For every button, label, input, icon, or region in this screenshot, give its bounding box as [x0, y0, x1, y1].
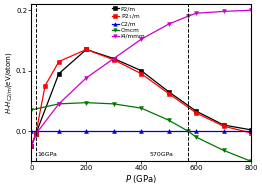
Y-axis label: $H$-$H_\mathrm{C2/m}$(eV/atom): $H$-$H_\mathrm{C2/m}$(eV/atom) [4, 51, 15, 114]
P2$_1$/m [43, 85, 47, 87]
P2/m [167, 91, 170, 93]
Text: 16GPa: 16GPa [37, 152, 57, 156]
P2$_1$/m [249, 132, 253, 134]
P2/m [222, 124, 225, 126]
P2/m [85, 48, 88, 51]
P2$_1$/m [195, 112, 198, 114]
Cmcm [222, 149, 225, 152]
I4/mmm [249, 9, 253, 11]
I4/mmm [222, 10, 225, 12]
P2/m [249, 129, 253, 131]
Legend: P2/m, P2$_1$/m, C2/m, Cmcm, I4/mmm: P2/m, P2$_1$/m, C2/m, Cmcm, I4/mmm [111, 5, 146, 39]
Line: I4/mmm: I4/mmm [29, 8, 253, 148]
P2/m [195, 110, 198, 112]
Line: P2$_1$/m: P2$_1$/m [29, 48, 253, 148]
I4/mmm [30, 145, 33, 147]
P2$_1$/m [140, 73, 143, 75]
I4/mmm [186, 15, 189, 17]
P2/m [57, 73, 61, 75]
I4/mmm [85, 77, 88, 79]
I4/mmm [34, 133, 37, 135]
P2/m [112, 57, 115, 60]
I4/mmm [140, 38, 143, 40]
C2/m [195, 130, 198, 132]
C2/m [222, 130, 225, 132]
C2/m [85, 130, 88, 132]
P2$_1$/m [30, 145, 33, 147]
I4/mmm [167, 23, 170, 25]
C2/m [112, 130, 115, 132]
Cmcm [167, 119, 170, 121]
Cmcm [57, 103, 61, 105]
C2/m [140, 130, 143, 132]
P2/m [30, 145, 33, 147]
Cmcm [85, 101, 88, 104]
C2/m [167, 130, 170, 132]
Cmcm [186, 130, 189, 132]
I4/mmm [57, 103, 61, 105]
P2$_1$/m [222, 125, 225, 127]
P2/m [34, 133, 37, 135]
Cmcm [140, 107, 143, 109]
P2/m [140, 70, 143, 72]
Text: 570GPa: 570GPa [149, 152, 173, 156]
I4/mmm [195, 12, 198, 14]
Line: P2/m: P2/m [29, 48, 253, 148]
C2/m [57, 130, 61, 132]
P2$_1$/m [85, 48, 88, 51]
P2$_1$/m [167, 92, 170, 95]
I4/mmm [112, 57, 115, 60]
Line: Cmcm: Cmcm [29, 101, 253, 163]
C2/m [30, 130, 33, 132]
C2/m [249, 130, 253, 132]
P2$_1$/m [34, 133, 37, 135]
Cmcm [195, 136, 198, 138]
Cmcm [112, 103, 115, 105]
X-axis label: $P$ (GPa): $P$ (GPa) [125, 173, 157, 185]
P2$_1$/m [57, 60, 61, 63]
Line: C2/m: C2/m [29, 129, 253, 133]
P2$_1$/m [112, 59, 115, 61]
Cmcm [30, 109, 33, 111]
Cmcm [249, 160, 253, 162]
